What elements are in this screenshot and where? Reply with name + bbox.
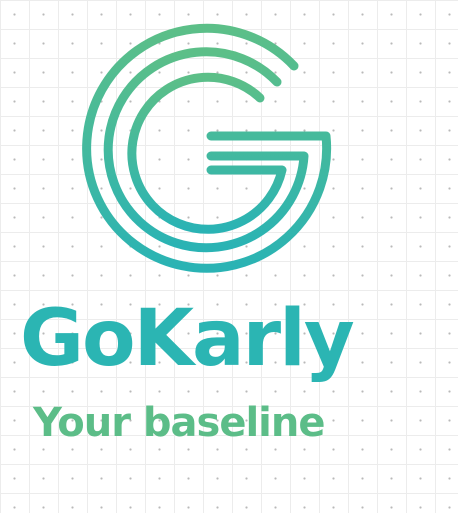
g-letter-logo-icon [82, 23, 332, 273]
brand-name: GoKarly [20, 294, 355, 384]
tagline: Your baseline [33, 400, 325, 446]
